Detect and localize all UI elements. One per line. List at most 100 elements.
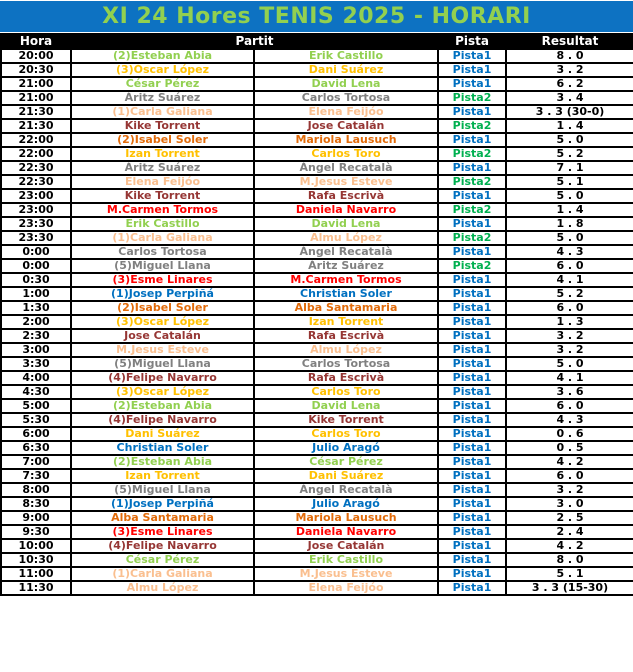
player2-cell: Mariola Lausuch <box>252 132 440 148</box>
hora-cell: 7:30 <box>0 468 72 484</box>
player2-cell: César Pérez <box>252 454 440 470</box>
hora-cell: 23:00 <box>0 202 72 218</box>
table-row: 1:00 (1)Josep Perpiñá Christian Soler Pi… <box>0 286 633 302</box>
schedule-table: Hora Partit Pista Resultat 20:00 (2)Este… <box>0 33 633 596</box>
resultat-cell: 6 . 0 <box>505 300 633 316</box>
resultat-cell: 2 . 5 <box>505 510 633 526</box>
table-row: 2:00 (3)Óscar López Izan Torrent Pista1 … <box>0 314 633 330</box>
player1-cell: (3)Óscar López <box>70 62 255 78</box>
player2-cell: Daniela Navarro <box>252 202 440 218</box>
pista-cell: Pista1 <box>437 482 508 498</box>
player2-cell: Áritz Suárez <box>252 258 440 274</box>
player2-cell: Erik Castillo <box>252 552 440 568</box>
hora-cell: 11:30 <box>0 580 72 596</box>
table-row: 0:00 Carlos Tortosa Àngel Recatalà Pista… <box>0 244 633 260</box>
resultat-cell: 5 . 0 <box>505 230 633 246</box>
player1-cell: Kike Torrent <box>70 118 255 134</box>
pista-cell: Pista1 <box>437 104 508 120</box>
table-row: 9:30 (3)Esme Linares Daniela Navarro Pis… <box>0 524 633 540</box>
hora-cell: 10:00 <box>0 538 72 554</box>
hora-cell: 4:30 <box>0 384 72 400</box>
player1-cell: Áritz Suárez <box>70 160 255 176</box>
player2-cell: David Lena <box>252 76 440 92</box>
player1-cell: Christian Soler <box>70 440 255 456</box>
hora-cell: 9:00 <box>0 510 72 526</box>
pista-cell: Pista2 <box>437 202 508 218</box>
pista-cell: Pista1 <box>437 132 508 148</box>
resultat-cell: 5 . 2 <box>505 146 633 162</box>
column-header-partit: Partit <box>69 33 440 50</box>
pista-cell: Pista1 <box>437 524 508 540</box>
pista-cell: Pista1 <box>437 160 508 176</box>
table-row: 20:30 (3)Óscar López Dani Suárez Pista1 … <box>0 62 633 78</box>
player1-cell: (1)Josep Perpiñá <box>70 286 255 302</box>
player1-cell: (5)Miguel Llana <box>70 356 255 372</box>
table-row: 5:00 (2)Esteban Abia David Lena Pista1 6… <box>0 398 633 414</box>
player2-cell: Dani Suárez <box>252 468 440 484</box>
table-row: 21:00 Áritz Suárez Carlos Tortosa Pista2… <box>0 90 633 106</box>
resultat-cell: 8 . 0 <box>505 552 633 568</box>
resultat-cell: 1 . 4 <box>505 202 633 218</box>
resultat-cell: 5 . 0 <box>505 132 633 148</box>
player2-cell: Rafa Escrivà <box>252 328 440 344</box>
pista-cell: Pista1 <box>437 216 508 232</box>
hora-cell: 1:00 <box>0 286 72 302</box>
player2-cell: David Lena <box>252 398 440 414</box>
pista-cell: Pista1 <box>437 566 508 582</box>
hora-cell: 6:30 <box>0 440 72 456</box>
player2-cell: Rafa Escrivà <box>252 188 440 204</box>
table-row: 7:30 Izan Torrent Dani Suárez Pista1 6 .… <box>0 468 633 484</box>
table-row: 4:30 (3)Óscar López Carlos Toro Pista1 3… <box>0 384 633 400</box>
hora-cell: 0:30 <box>0 272 72 288</box>
player1-cell: (5)Miguel Llana <box>70 482 255 498</box>
table-row: 3:30 (5)Miguel Llana Carlos Tortosa Pist… <box>0 356 633 372</box>
hora-cell: 21:30 <box>0 104 72 120</box>
hora-cell: 21:00 <box>0 90 72 106</box>
player1-cell: (4)Felipe Navarro <box>70 370 255 386</box>
hora-cell: 22:30 <box>0 174 72 190</box>
player2-cell: M.Jesus Esteve <box>252 566 440 582</box>
pista-cell: Pista1 <box>437 48 508 64</box>
hora-cell: 3:00 <box>0 342 72 358</box>
pista-cell: Pista2 <box>437 258 508 274</box>
table-row: 0:00 (5)Miguel Llana Áritz Suárez Pista2… <box>0 258 633 274</box>
player1-cell: (4)Felipe Navarro <box>70 538 255 554</box>
player2-cell: Almu López <box>252 342 440 358</box>
resultat-cell: 6 . 2 <box>505 76 633 92</box>
player2-cell: Alba Santamaria <box>252 300 440 316</box>
resultat-cell: 5 . 0 <box>505 356 633 372</box>
table-row: 5:30 (4)Felipe Navarro Kike Torrent Pist… <box>0 412 633 428</box>
resultat-cell: 6 . 0 <box>505 398 633 414</box>
title-divider <box>0 32 633 33</box>
table-row: 8:00 (5)Miguel Llana Àngel Recatalà Pist… <box>0 482 633 498</box>
player2-cell: Carlos Toro <box>252 384 440 400</box>
column-header-pista: Pista <box>437 33 508 50</box>
player2-cell: Christian Soler <box>252 286 440 302</box>
player2-cell: M.Carmen Tormos <box>252 272 440 288</box>
player2-cell: David Lena <box>252 216 440 232</box>
resultat-cell: 4 . 3 <box>505 412 633 428</box>
player2-cell: Daniela Navarro <box>252 524 440 540</box>
pista-cell: Pista2 <box>437 230 508 246</box>
resultat-cell: 1 . 8 <box>505 216 633 232</box>
player2-cell: Àngel Recatalà <box>252 160 440 176</box>
pista-cell: Pista2 <box>437 146 508 162</box>
player1-cell: Erik Castillo <box>70 216 255 232</box>
pista-cell: Pista1 <box>437 468 508 484</box>
player2-cell: Àngel Recatalà <box>252 482 440 498</box>
player2-cell: Jose Catalán <box>252 118 440 134</box>
pista-cell: Pista1 <box>437 454 508 470</box>
pista-cell: Pista1 <box>437 510 508 526</box>
hora-cell: 22:00 <box>0 146 72 162</box>
player2-cell: Jose Catalán <box>252 538 440 554</box>
resultat-cell: 6 . 0 <box>505 258 633 274</box>
column-header-hora: Hora <box>0 33 72 50</box>
player1-cell: Áritz Suárez <box>70 90 255 106</box>
table-row: 21:30 (1)Carla Galiana Elena Feijóo Pist… <box>0 104 633 120</box>
player2-cell: Dani Suárez <box>252 62 440 78</box>
table-row: 23:30 Erik Castillo David Lena Pista1 1 … <box>0 216 633 232</box>
hora-cell: 0:00 <box>0 258 72 274</box>
player1-cell: M.Carmen Tormos <box>70 202 255 218</box>
resultat-cell: 2 . 4 <box>505 524 633 540</box>
resultat-cell: 0 . 6 <box>505 426 633 442</box>
